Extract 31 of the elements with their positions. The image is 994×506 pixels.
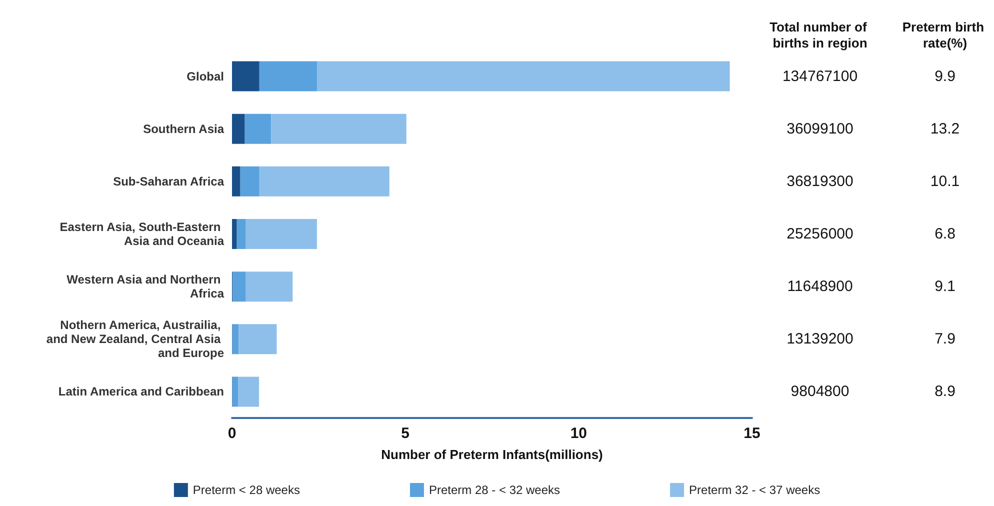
text: 10.1 — [930, 172, 960, 190]
text: Total number of births in region — [770, 20, 870, 50]
x-tick-label: 15 — [744, 425, 760, 442]
text: Preterm birth rate(%) — [902, 20, 988, 50]
text: 6.8 — [934, 226, 956, 242]
text: 134767100 — [782, 68, 858, 85]
text: 25256000 — [786, 226, 854, 242]
x-tick-label: 0 — [228, 425, 236, 442]
y-tick-label: Southern Asia — [143, 122, 224, 136]
y-tick-label: Global — [186, 69, 224, 84]
y-tick-label: Eastern Asia, South-Eastern Asia and Oceania — [60, 220, 224, 248]
text: 9.9 — [934, 68, 956, 85]
text: 8.9 — [934, 383, 956, 400]
text: 11648900 — [787, 278, 853, 296]
text: 13139200 — [786, 330, 854, 348]
y-tick-label: Western Asia and Northern Africa — [66, 272, 224, 301]
y-tick-label: Sub-Saharan Africa — [113, 174, 224, 188]
x-tick-label: 10 — [570, 425, 588, 442]
legend-label: Preterm 32 - < 37 weeks — [689, 483, 820, 497]
legend-label: Preterm < 28 weeks — [192, 483, 300, 497]
text: 7.9 — [934, 330, 956, 348]
text: 36819300 — [786, 172, 854, 190]
y-tick-label: Latin America and Caribbean — [58, 384, 224, 399]
y-tick-label: Nothern America, Austrailia, and New Zealand, Central Asia and Europe — [46, 318, 224, 360]
text: 36099100 — [786, 120, 854, 138]
legend-label: Preterm 28 - < 32 weeks — [428, 483, 560, 497]
x-axis-title: Number of Preterm Infants(millions) — [381, 447, 603, 462]
text: 13.2 — [930, 120, 960, 138]
text: 9804800 — [790, 383, 850, 400]
x-tick-label: 5 — [401, 425, 410, 442]
text: 9.1 — [934, 278, 956, 296]
